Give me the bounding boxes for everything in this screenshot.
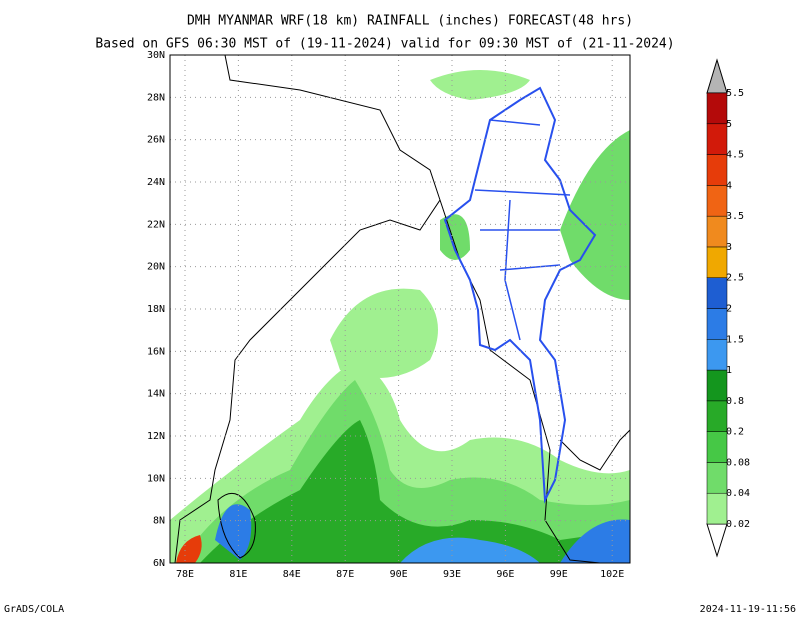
colorbar: 0.02 0.04 0.08 0.2 0.8 1 1.5 2 2.5 3 3.5 4 4.5 5 5.5 bbox=[706, 58, 750, 558]
colorbar-label: 0.08 bbox=[726, 457, 750, 468]
colorbar-box bbox=[706, 369, 728, 402]
colorbar-label: 5 bbox=[726, 119, 732, 130]
lon-label: 93E bbox=[443, 569, 461, 580]
colorbar-label: 0.04 bbox=[726, 488, 750, 499]
colorbar-box bbox=[706, 462, 728, 494]
lon-label: 78E bbox=[176, 569, 194, 580]
colorbar-box bbox=[706, 246, 728, 278]
colorbar-label: 4.5 bbox=[726, 150, 744, 161]
lon-label: 96E bbox=[496, 569, 514, 580]
colorbar-label: 4 bbox=[726, 180, 732, 191]
lat-label: 6N bbox=[153, 558, 165, 569]
lat-label: 22N bbox=[147, 219, 165, 230]
colorbar-label: 0.02 bbox=[726, 519, 750, 530]
colorbar-label: 5.5 bbox=[726, 88, 744, 99]
colorbar-label: 3.5 bbox=[726, 211, 744, 222]
colorbar-box bbox=[706, 123, 728, 155]
colorbar-label: 0.2 bbox=[726, 427, 744, 438]
lon-label: 84E bbox=[283, 569, 301, 580]
title: DMH MYANMAR WRF(18 km) RAINFALL (inches)… bbox=[187, 14, 633, 29]
lat-label: 14N bbox=[147, 389, 165, 400]
lon-label: 90E bbox=[390, 569, 408, 580]
footer-left: GrADS/COLA bbox=[4, 604, 64, 615]
lat-label: 28N bbox=[147, 92, 165, 103]
lat-label: 18N bbox=[147, 304, 165, 315]
map-frame bbox=[169, 54, 631, 564]
lat-label: 16N bbox=[147, 346, 165, 357]
colorbar-label: 2 bbox=[726, 304, 732, 315]
colorbar-box bbox=[706, 492, 728, 525]
colorbar-over-arrow bbox=[706, 58, 728, 94]
colorbar-box bbox=[706, 154, 728, 186]
graticule: 30N 28N 26N 24N 22N 20N 18N 16N 14N 12N 10N 8N 6N 78E… bbox=[147, 50, 630, 580]
lat-label: 30N bbox=[147, 50, 165, 61]
lon-label: 87E bbox=[336, 569, 354, 580]
colorbar-box bbox=[706, 277, 728, 309]
colorbar-box bbox=[706, 92, 728, 125]
lon-label: 102E bbox=[600, 569, 624, 580]
subtitle: Based on GFS 06:30 MST of (19-11-2024) v… bbox=[95, 37, 674, 52]
lon-label: 81E bbox=[229, 569, 247, 580]
colorbar-label: 3 bbox=[726, 242, 732, 253]
colorbar-box bbox=[706, 215, 728, 248]
colorbar-box bbox=[706, 308, 728, 340]
lat-label: 12N bbox=[147, 431, 165, 442]
footer-right: 2024-11-19-11:56 bbox=[700, 604, 796, 615]
lat-label: 24N bbox=[147, 177, 165, 188]
colorbar-label: 1 bbox=[726, 365, 732, 376]
lat-label: 20N bbox=[147, 262, 165, 273]
colorbar-under-arrow bbox=[706, 523, 728, 558]
colorbar-box bbox=[706, 339, 728, 371]
lat-label: 10N bbox=[147, 473, 165, 484]
lat-label: 26N bbox=[147, 135, 165, 146]
colorbar-box bbox=[706, 400, 728, 432]
colorbar-box bbox=[706, 185, 728, 217]
lat-label: 8N bbox=[153, 516, 165, 527]
lon-label: 99E bbox=[550, 569, 568, 580]
colorbar-label: 0.8 bbox=[726, 396, 744, 407]
colorbar-label: 1.5 bbox=[726, 334, 744, 345]
colorbar-box bbox=[706, 431, 728, 463]
colorbar-label: 2.5 bbox=[726, 273, 744, 284]
